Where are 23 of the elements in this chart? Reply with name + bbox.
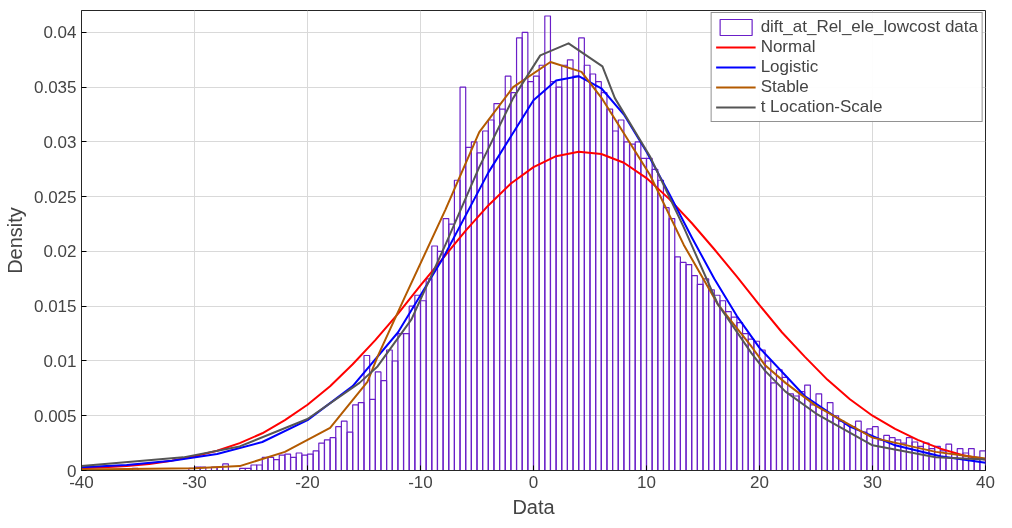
- y-tick-label: 0.015: [33, 297, 77, 317]
- y-tick-label: 0.01: [43, 351, 77, 371]
- legend-label: Stable: [760, 77, 809, 97]
- x-tick-label: 40: [976, 472, 995, 492]
- legend-label: Normal: [760, 37, 816, 57]
- x-tick-label: -10: [408, 472, 433, 492]
- x-tick-label: 10: [637, 472, 656, 492]
- y-tick-label: 0.03: [43, 132, 77, 152]
- y-tick-label: 0.035: [33, 78, 77, 98]
- legend-label: dift_at_Rel_ele_lowcost data: [760, 17, 978, 37]
- legend-label: Logistic: [760, 57, 819, 77]
- x-tick-label: 20: [750, 472, 769, 492]
- x-tick-label: -20: [295, 472, 320, 492]
- y-tick-label: 0.04: [43, 23, 77, 43]
- y-tick-label: 0.02: [43, 242, 77, 262]
- y-tick-label: 0.005: [33, 406, 77, 426]
- x-axis-title: Data: [512, 495, 556, 518]
- x-tick-label: 0: [528, 472, 539, 492]
- y-axis-title: Density: [3, 207, 26, 274]
- x-tick-label: -30: [182, 472, 207, 492]
- x-tick-label: 30: [863, 472, 882, 492]
- legend-label: t Location-Scale: [760, 97, 883, 117]
- y-tick-label: 0.025: [33, 187, 77, 207]
